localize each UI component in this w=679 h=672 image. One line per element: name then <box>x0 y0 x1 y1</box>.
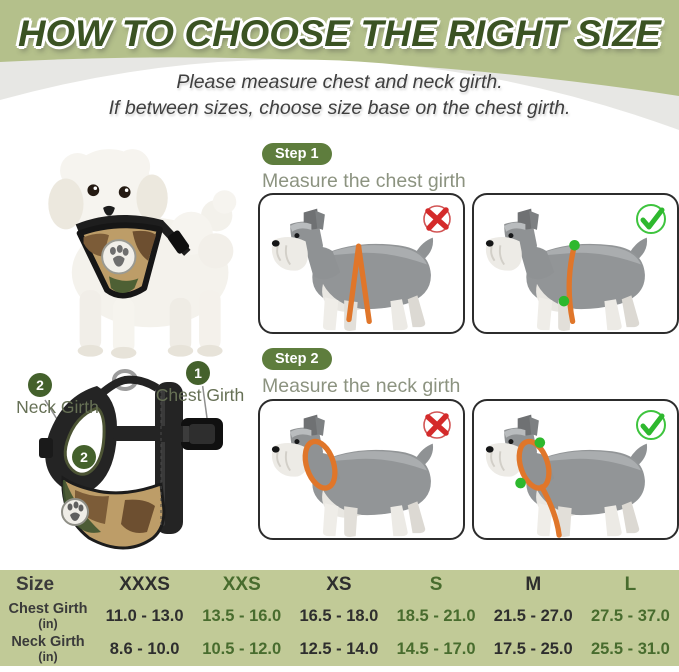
schnauzer-dog-illustration <box>484 207 649 332</box>
measuring-tape <box>302 438 338 491</box>
step-1-badge: Step 1 <box>262 143 332 165</box>
table-cell-neck-xxs: 10.5 - 12.0 <box>202 640 282 658</box>
measure-chest-correct-panel <box>472 193 679 334</box>
step-1-panels <box>258 193 679 334</box>
maltese-dog-photo <box>48 149 237 359</box>
size-column-header-s: S <box>429 574 443 595</box>
green-check-icon <box>636 410 666 440</box>
red-x-icon <box>423 411 451 439</box>
measure-point-dot <box>558 295 570 307</box>
size-table-corner: Size <box>16 574 55 595</box>
measure-point-dot <box>515 477 526 489</box>
neck-girth-row-label: Neck Girth (in) <box>11 634 85 664</box>
table-cell-neck-s: 14.5 - 17.0 <box>396 640 476 658</box>
paw-print-icon <box>61 498 89 526</box>
schnauzer-dog-illustration <box>484 413 649 538</box>
page-title: HOW TO CHOOSE THE RIGHT SIZE <box>18 13 661 54</box>
table-cell-neck-xs: 12.5 - 14.0 <box>299 640 379 658</box>
size-column-header-xxs: XXS <box>222 574 261 595</box>
green-check-icon <box>636 204 666 234</box>
chest-girth-label: Chest Girth <box>155 385 245 405</box>
size-column-header-xs: XS <box>326 574 352 595</box>
measure-neck-wrong-panel <box>258 399 465 540</box>
size-table: Size XXXS XXS XS S M L Chest Girth (in) … <box>0 570 679 666</box>
table-cell-neck-l: 25.5 - 31.0 <box>590 640 670 658</box>
chest-girth-row-label: Chest Girth (in) <box>8 601 88 631</box>
header-band <box>0 0 679 152</box>
neck-girth-label: Neck Girth <box>16 397 99 417</box>
measuring-tape <box>566 242 578 325</box>
measure-neck-correct-panel <box>472 399 679 540</box>
label-1-circle: 1 <box>186 361 210 385</box>
strap-2-badge: 2 <box>72 445 96 469</box>
label-2-circle: 2 <box>28 373 52 397</box>
camo-harness-on-dog <box>75 215 191 299</box>
schnauzer-dog-illustration <box>270 413 435 538</box>
measure-chest-wrong-panel <box>258 193 465 334</box>
subtitle-line-2: If between sizes, choose size base on th… <box>108 97 571 119</box>
measuring-tape <box>346 243 372 325</box>
harness-product-photo <box>39 369 223 550</box>
size-column-header-l: L <box>624 574 637 595</box>
buckle-icon <box>181 418 223 450</box>
size-column-header-xxxs: XXXS <box>119 574 170 595</box>
schnauzer-dog-illustration <box>270 207 435 332</box>
step-2-instruction: Measure the neck girth <box>262 375 461 397</box>
red-x-icon <box>423 205 451 233</box>
table-cell-chest-s: 18.5 - 21.0 <box>396 607 476 625</box>
table-cell-chest-m: 21.5 - 27.0 <box>493 607 573 625</box>
step-2-panels <box>258 399 679 540</box>
table-cell-neck-m: 17.5 - 25.0 <box>493 640 573 658</box>
measure-point-dot <box>569 239 580 251</box>
subtitle-line-1: Please measure chest and neck girth. <box>176 71 503 93</box>
table-cell-chest-l: 27.5 - 37.0 <box>590 607 670 625</box>
table-cell-chest-xxxs: 11.0 - 13.0 <box>105 607 184 625</box>
paw-print-icon <box>101 239 137 275</box>
measuring-tape-end <box>539 484 562 538</box>
table-cell-neck-xxxs: 8.6 - 10.0 <box>109 640 180 658</box>
step-2-badge: Step 2 <box>262 348 332 370</box>
step-1-instruction: Measure the chest girth <box>262 170 466 192</box>
measure-point-dot <box>534 437 546 448</box>
table-cell-chest-xs: 16.5 - 18.0 <box>299 607 379 625</box>
table-cell-chest-xxs: 13.5 - 16.0 <box>202 607 282 625</box>
size-column-header-m: M <box>525 574 542 595</box>
